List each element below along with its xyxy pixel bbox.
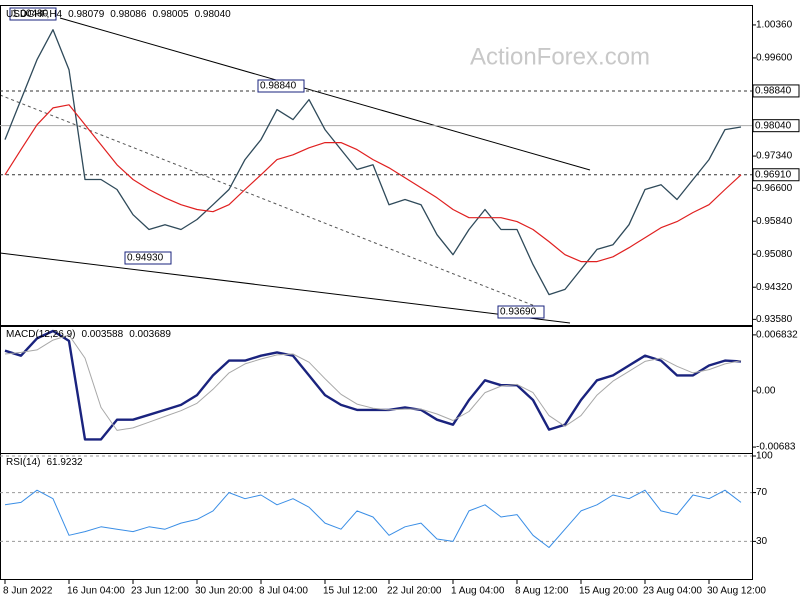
panel-header: RSI(14) 61.9232: [6, 457, 83, 468]
x-tick-label: 23 Jun 12:00: [131, 586, 189, 597]
y-tick-label: 0.93580: [756, 314, 793, 325]
level-label-box: [752, 168, 800, 182]
watermark: ActionForex.com: [470, 43, 650, 70]
panel-reading: 61.9232: [46, 457, 83, 468]
y-tick-label: 0.99600: [756, 53, 793, 64]
panel-title: USDCHF,H4: [6, 9, 63, 20]
series-line: [4, 334, 742, 431]
y-tick-label: 0.95080: [756, 249, 793, 260]
panel-reading: 0.003588: [81, 329, 123, 340]
y-tick-label: 30: [756, 536, 768, 547]
y-tick-label: -0.00683: [756, 442, 796, 453]
annotation: 0.98840: [260, 81, 297, 92]
panel-frame: [0, 453, 753, 580]
x-tick-label: 15 Aug 20:00: [579, 586, 638, 597]
panel-frame: [0, 5, 753, 327]
x-tick-label: 8 Jun 2022: [3, 586, 53, 597]
y-tick-label: 100: [756, 451, 773, 462]
x-tick-label: 22 Jul 20:00: [387, 586, 442, 597]
panel-reading: 0.98040: [195, 9, 232, 20]
last-price-label: 0.98040: [755, 120, 792, 131]
trend-line: [0, 252, 571, 324]
annotation: 0.93690: [500, 307, 537, 318]
series-line: [4, 489, 742, 548]
panel-title: RSI(14): [6, 457, 40, 468]
panel-reading: 0.98079: [68, 9, 105, 20]
x-tick-label: 30 Jun 20:00: [195, 586, 253, 597]
series-line: [4, 104, 742, 263]
x-tick-label: 16 Jun 04:00: [67, 586, 125, 597]
level-label-box: [752, 84, 800, 98]
y-tick-label: 0.94320: [756, 282, 793, 293]
trend-line: [59, 17, 591, 171]
y-tick-label: 70: [756, 487, 768, 498]
annotation: 1.00480: [12, 9, 49, 20]
series-line: [4, 29, 742, 296]
x-tick-label: 30 Aug 12:00: [707, 586, 766, 597]
panel-header: USDCHF,H4 0.98079 0.98086 0.98005 0.98040: [6, 9, 231, 20]
x-tick-label: 15 Jul 12:00: [323, 586, 378, 597]
x-tick-label: 8 Aug 12:00: [515, 586, 569, 597]
series-line: [4, 329, 742, 441]
y-tick-label: 0.96600: [756, 183, 793, 194]
x-tick-label: 23 Aug 04:00: [643, 586, 702, 597]
panel-reading: 0.98005: [152, 9, 189, 20]
last-price-box: [752, 119, 800, 133]
y-tick-label: 0.97340: [756, 151, 793, 162]
panel-reading: 0.003689: [129, 329, 171, 340]
y-tick-label: 0.006832: [756, 330, 798, 341]
y-tick-label: 0.95840: [756, 216, 793, 227]
level-label: 0.98840: [755, 86, 792, 97]
panel-title: MACD(12,26,9): [6, 329, 75, 340]
annotation-box: [9, 7, 57, 21]
annotation-box: [124, 251, 172, 265]
x-tick-label: 1 Aug 04:00: [451, 586, 505, 597]
panel-reading: 0.98086: [110, 9, 147, 20]
annotation: 0.94930: [127, 253, 164, 264]
annotation-box: [497, 305, 545, 319]
annotation-box: [257, 79, 305, 93]
y-tick-label: 0.00: [756, 386, 776, 397]
y-tick-label: 1.00360: [756, 20, 793, 31]
panel-header: MACD(12,26,9) 0.003588 0.003689: [6, 329, 171, 340]
level-label: 0.96910: [755, 169, 792, 180]
trend-line: [0, 94, 546, 311]
x-tick-label: 8 Jul 04:00: [259, 586, 308, 597]
